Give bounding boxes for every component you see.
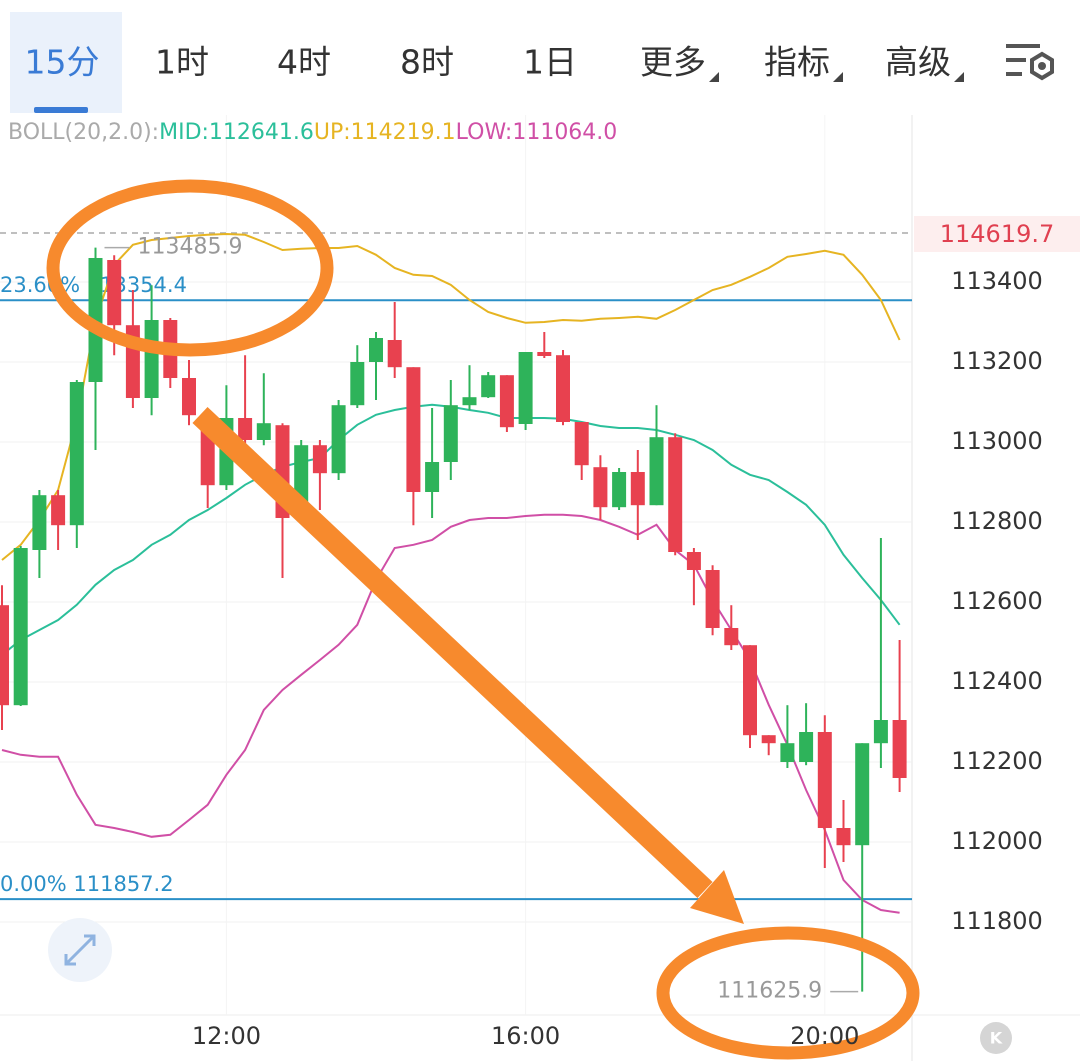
x-tick-label: 16:00 [491, 1022, 560, 1050]
candle-body [518, 352, 533, 424]
indicator-legend: BOLL(20,2.0):MID:112641.6UP:114219.1LOW:… [8, 120, 617, 145]
icon-bar [1006, 72, 1022, 76]
candle-body [817, 732, 832, 828]
last-price-box [914, 216, 1080, 252]
y-tick-label: 112000 [951, 827, 1043, 855]
tab[interactable]: 更多 [640, 43, 706, 82]
tab[interactable]: 指标 [764, 43, 830, 82]
last-price-label: 114619.7 [940, 220, 1055, 248]
candle-body [462, 397, 477, 406]
candle-body [873, 720, 888, 744]
y-tick-label: 113400 [951, 267, 1043, 295]
y-tick-label: 112600 [951, 587, 1043, 615]
legend-entry: BOLL(20,2.0): [8, 120, 159, 145]
candle-body [799, 732, 814, 762]
k-label: K [990, 1029, 1003, 1048]
dropdown-caret [833, 72, 843, 82]
candle-body [443, 405, 458, 462]
annotations [46, 179, 920, 1060]
candle-body [499, 375, 514, 428]
y-tick-label: 113200 [951, 347, 1043, 375]
active-tab-underline [34, 107, 88, 113]
tab[interactable]: 8时 [400, 43, 454, 82]
candle-body [537, 352, 552, 356]
candle-body [13, 548, 28, 706]
arrow-shaft [192, 406, 713, 899]
candle-body [892, 720, 907, 778]
icon-bar [1006, 58, 1026, 62]
icon-bar [1006, 44, 1040, 48]
candle-body [612, 472, 627, 508]
boll-line [1, 232, 901, 561]
x-tick-label: 20:00 [790, 1022, 859, 1050]
candle-body [855, 743, 870, 846]
y-tick-label: 112800 [951, 507, 1043, 535]
candle-body [630, 472, 645, 506]
candle-body [406, 367, 421, 492]
candle-body [387, 340, 402, 368]
candle-body [481, 375, 496, 398]
candle-body [649, 437, 664, 506]
candle-body [724, 628, 739, 646]
candle-body [256, 423, 271, 440]
candle-body [51, 495, 66, 526]
y-tick-label: 111800 [951, 907, 1043, 935]
candle-body [144, 320, 159, 398]
y-tick-label: 113000 [951, 427, 1043, 455]
candle-body [331, 405, 346, 474]
candle-body [668, 437, 683, 552]
candle-body [705, 570, 720, 628]
legend-entry: UP:114219.1 [314, 120, 456, 145]
candle-body [593, 467, 608, 508]
candle-body [182, 378, 196, 416]
highlight-ellipse [46, 179, 334, 357]
candle-body [32, 495, 47, 550]
candle-body [780, 743, 795, 762]
tab[interactable]: 1日 [523, 43, 577, 82]
candle-body [107, 260, 122, 326]
extreme-label: 113485.9 [138, 235, 243, 260]
legend-entry: MID:112641.6 [159, 120, 314, 145]
dropdown-caret [954, 72, 964, 82]
candle-body [238, 418, 253, 440]
candle-body [556, 355, 570, 422]
expand-button[interactable] [48, 918, 112, 982]
tab[interactable]: 4时 [277, 43, 331, 82]
y-tick-label: 112200 [951, 747, 1043, 775]
fib-label: 0.00% 111857.2 [0, 872, 174, 896]
candle-body [350, 362, 365, 406]
k-bg [980, 1022, 1012, 1054]
tab[interactable]: 15分 [25, 43, 100, 82]
candle-body [69, 382, 84, 526]
legend-entry: LOW:111064.0 [456, 120, 618, 145]
tab[interactable]: 1时 [155, 43, 209, 82]
extreme-label: 111625.9 [717, 979, 822, 1004]
x-tick-label: 12:00 [192, 1022, 261, 1050]
y-tick-label: 112400 [951, 667, 1043, 695]
tab[interactable]: 高级 [885, 43, 951, 82]
candle-body [686, 552, 701, 570]
dropdown-caret [709, 72, 719, 82]
arrow-head [690, 870, 744, 924]
candle-body [743, 645, 757, 736]
expand-glyph [64, 934, 96, 966]
icon-dot [1038, 62, 1046, 70]
plot: 23.60% 113354.40.00% 111857.2113485.9111… [0, 115, 912, 1015]
candle-body [761, 735, 776, 744]
settings-icon[interactable] [1006, 44, 1054, 81]
candle-body [836, 828, 851, 846]
candle-body [425, 462, 440, 492]
k-button[interactable]: K [980, 1022, 1012, 1054]
highlight-ellipse [656, 926, 920, 1060]
candle-body [0, 605, 9, 706]
candle-body [574, 422, 589, 466]
candle-body [312, 445, 327, 474]
icon-hex [1030, 51, 1054, 81]
candle-body [369, 338, 383, 362]
active-tab-bg [10, 12, 122, 113]
